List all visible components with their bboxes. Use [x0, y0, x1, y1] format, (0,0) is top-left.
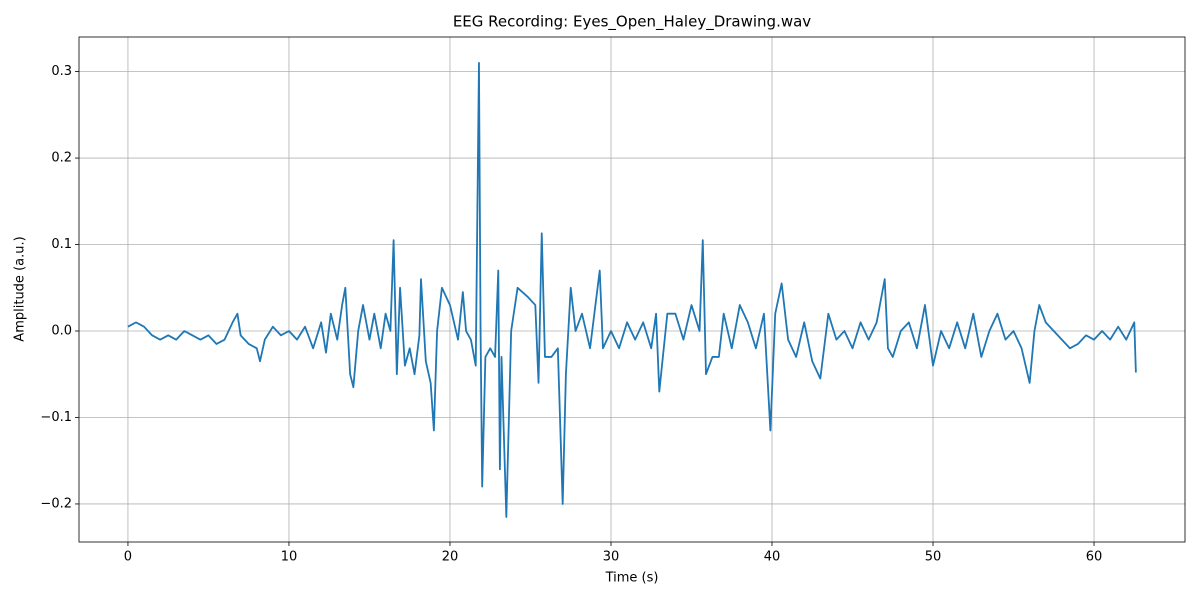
x-tick-label: 10 [281, 550, 298, 565]
x-tick-label: 30 [603, 550, 620, 565]
y-tick-label: 0.3 [51, 64, 72, 79]
x-tick-label: 20 [442, 550, 459, 565]
signal-line [127, 62, 1137, 518]
y-tick-label: −0.1 [40, 410, 72, 425]
y-tick-label: −0.2 [40, 496, 72, 511]
x-tick-label: 40 [764, 550, 781, 565]
x-tick-label: 0 [124, 550, 132, 565]
plot-frame [78, 36, 1186, 543]
x-axis-label: Time (s) [605, 571, 659, 586]
chart-title: EEG Recording: Eyes_Open_Haley_Drawing.w… [453, 13, 811, 32]
y-tick-label: 0.0 [51, 324, 72, 339]
x-tick-label: 50 [925, 550, 942, 565]
y-axis-label: Amplitude (a.u.) [13, 236, 28, 341]
y-tick-label: 0.1 [51, 237, 72, 252]
y-tick-label: 0.2 [51, 151, 72, 166]
x-tick-label: 60 [1086, 550, 1103, 565]
